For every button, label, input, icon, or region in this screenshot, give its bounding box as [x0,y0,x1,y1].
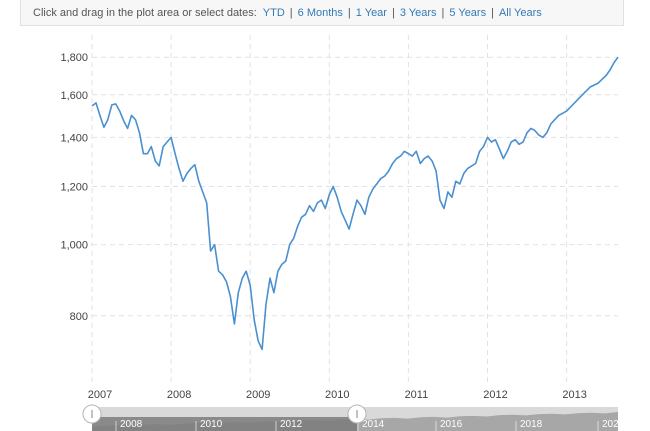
range-option-5-years[interactable]: 5 Years [449,7,487,19]
navigator-year-label: 2016 [440,419,463,430]
separator: | [441,7,445,19]
separator: | [391,7,395,19]
y-tick-label: 1,000 [60,240,88,252]
x-tick-label: 2009 [246,389,270,401]
grid [91,35,618,382]
date-range-selector: Click and drag in the plot area or selec… [20,0,624,26]
range-option-ytd[interactable]: YTD [262,7,285,19]
y-tick-label: 1,800 [60,52,88,64]
y-tick-label: 800 [70,311,88,323]
navigator-year-label: 2012 [280,419,303,430]
navigator-selected-range[interactable] [92,417,357,431]
range-option-6-months[interactable]: 6 Months [297,7,343,19]
y-tick-label: 1,600 [60,90,88,102]
y-tick-label: 1,400 [60,132,88,144]
separator: | [347,7,351,19]
x-tick-label: 2011 [405,389,429,401]
range-option-3-years[interactable]: 3 Years [399,7,437,19]
x-tick-label: 2008 [167,389,191,401]
separator: | [289,7,293,19]
plot-area[interactable] [91,56,619,351]
y-tick-label: 1,200 [60,182,88,194]
navigator-year-label: 2008 [120,419,143,430]
x-tick-label: 2010 [325,389,349,401]
range-option-1-year[interactable]: 1 Year [355,7,387,19]
navigator-year-label: 2018 [520,419,543,430]
navigator-year-label: 2010 [200,419,223,430]
x-tick-label: 2013 [562,389,586,401]
x-axis: 2007 2008 2009 2010 2011 2012 2013 [88,389,587,401]
series-line[interactable] [91,56,619,351]
navigator-year-label: 2014 [362,419,385,430]
y-axis: 800 1,000 1,200 1,400 1,600 1,800 [60,52,88,323]
range-option-all-years[interactable]: All Years [498,7,542,19]
separator: | [491,7,494,19]
navigator-year-label: 202 [602,419,619,430]
x-tick-label: 2007 [88,389,112,401]
date-range-prompt: Click and drag in the plot area or selec… [33,7,257,19]
range-navigator[interactable]: 2008 2010 2012 2014 2016 2018 202 [82,404,619,431]
x-tick-label: 2012 [483,389,507,401]
